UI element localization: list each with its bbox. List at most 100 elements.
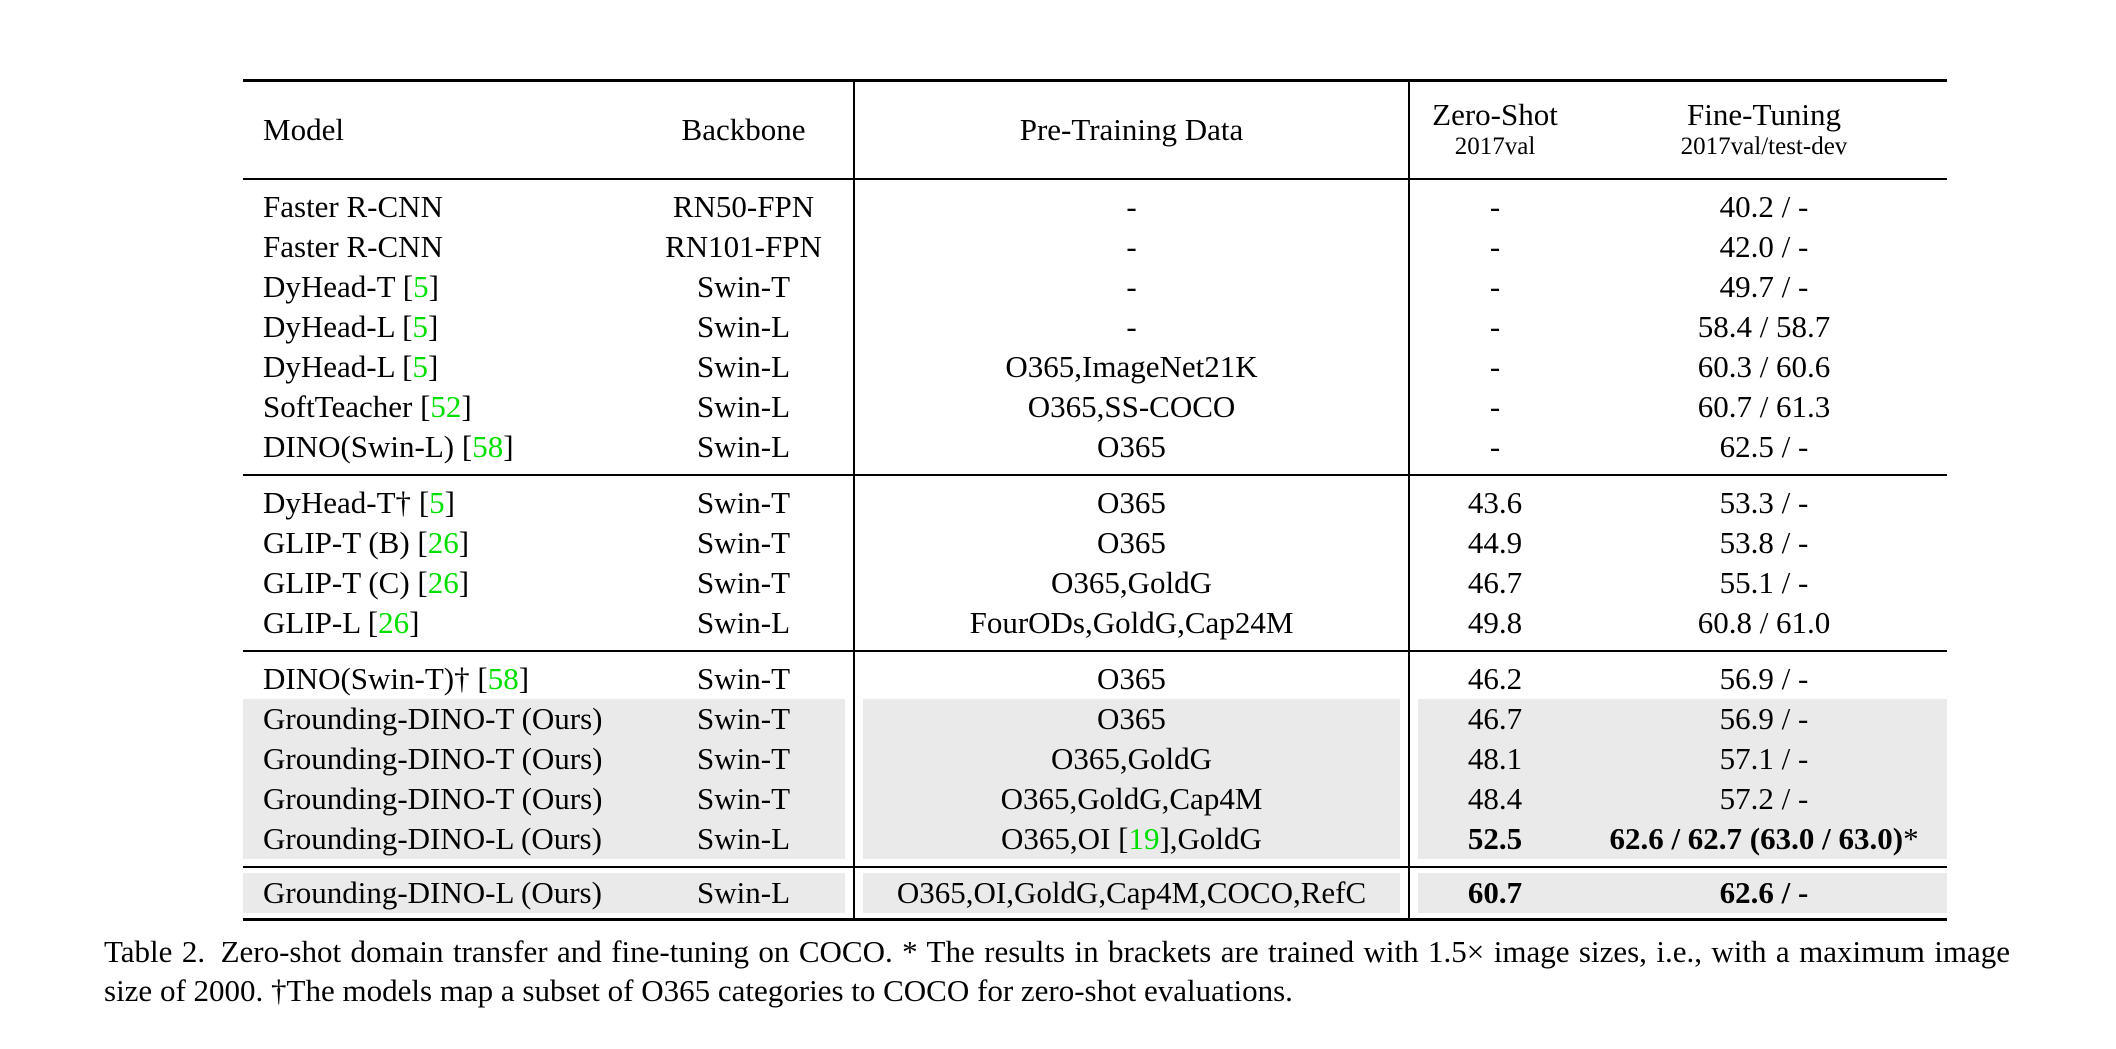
header-finetune-sub: 2017val/test-dev: [1680, 133, 1848, 160]
backbone-cell: Swin-L: [697, 429, 790, 464]
finetune-cell: 56.9 / -: [1581, 699, 1947, 739]
citation-ref: 5: [412, 309, 428, 344]
pretrain-cell: O365,ImageNet21K: [1005, 349, 1258, 384]
backbone-cell: Swin-L: [697, 309, 790, 344]
finetune-value: 42.0 / -: [1719, 229, 1809, 264]
table-row: Grounding-DINO-T (Ours) Swin-T O365,GoldG,…: [243, 779, 1947, 819]
backbone-cell: Swin-T: [633, 739, 854, 779]
header-zeroshot: Zero-Shot 2017val: [1409, 82, 1581, 178]
zeroshot-cell: -: [1489, 349, 1501, 384]
citation-ref: 19: [1128, 821, 1160, 856]
table-row: DINO(Swin-L) [58] Swin-L O365 - 62.5 / -: [243, 427, 1947, 467]
table-body: Faster R-CNN RN50-FPN - - 40.2 / - Faster R-C…: [243, 180, 1947, 921]
citation-ref: 5: [413, 269, 429, 304]
zeroshot-cell: -: [1489, 429, 1501, 464]
table-row: Grounding-DINO-T (Ours) Swin-T O365 46.7 56.…: [243, 699, 1947, 739]
table-row: Faster R-CNN RN50-FPN - - 40.2 / -: [243, 187, 1947, 227]
zeroshot-cell: 43.6: [1467, 485, 1523, 520]
pretrain-cell: -: [1126, 189, 1137, 224]
model-cell: DyHead-T† [5]: [263, 485, 455, 520]
finetune-cell: 60.3 / 60.6: [1581, 347, 1947, 387]
pretrain-cell: O365: [1097, 429, 1166, 464]
header-zeroshot-title: Zero-Shot: [1432, 97, 1558, 132]
zeroshot-cell: 48.1: [1409, 739, 1581, 779]
model-cell: DINO(Swin-L) [58]: [263, 429, 514, 464]
citation-ref: 52: [430, 389, 462, 424]
backbone-cell: RN50-FPN: [672, 189, 815, 224]
zeroshot-cell: 60.7: [1409, 873, 1581, 913]
zeroshot-cell: -: [1489, 389, 1501, 424]
table-row: DINO(Swin-T)† [58] Swin-T O365 46.2 56.9 / -: [243, 659, 1947, 699]
table-row: DyHead-L [5] Swin-L - - 58.4 / 58.7: [243, 307, 1947, 347]
table-row: GLIP-L [26] Swin-L FourODs,GoldG,Cap24M 49.…: [243, 603, 1947, 643]
citation-ref: 58: [487, 661, 519, 696]
zeroshot-cell: -: [1489, 189, 1501, 224]
finetune-value: 49.7 / -: [1719, 269, 1809, 304]
finetune-value: 60.8 / 61.0: [1697, 605, 1831, 640]
finetune-value: 53.8 / -: [1719, 525, 1809, 560]
backbone-cell: Swin-T: [697, 661, 790, 696]
finetune-cell: 56.9 / -: [1581, 659, 1947, 699]
pretrain-cell: O365,SS-COCO: [1027, 389, 1236, 424]
finetune-cell: 62.6 / 62.7 (63.0 / 63.0) *: [1581, 819, 1947, 859]
citation-ref: 5: [412, 349, 428, 384]
finetune-cell: 58.4 / 58.7: [1581, 307, 1947, 347]
citation-ref: 58: [472, 429, 504, 464]
table-section-2: DyHead-T† [5] Swin-T O365 43.6 53.3 / - GLIP-…: [243, 476, 1947, 652]
finetune-cell: 49.7 / -: [1581, 267, 1947, 307]
backbone-cell: Swin-L: [697, 605, 790, 640]
table-row: Grounding-DINO-L (Ours) Swin-L O365,OI [19…: [243, 819, 1947, 859]
table-row: Faster R-CNN RN101-FPN - - 42.0 / -: [243, 227, 1947, 267]
zeroshot-cell: -: [1489, 309, 1501, 344]
pretrain-cell: O365: [1097, 525, 1166, 560]
model-cell: Grounding-DINO-L (Ours): [243, 873, 633, 913]
backbone-cell: Swin-L: [697, 389, 790, 424]
finetune-value: 62.6 / 62.7 (63.0 / 63.0): [1609, 821, 1904, 856]
table-section-4: Grounding-DINO-L (Ours) Swin-L O365,OI,Gol…: [243, 868, 1947, 921]
model-cell: Grounding-DINO-T (Ours): [243, 779, 633, 819]
zeroshot-cell: 48.4: [1409, 779, 1581, 819]
header-pretrain-label: Pre-Training Data: [1019, 112, 1244, 147]
zeroshot-cell: 46.2: [1467, 661, 1523, 696]
finetune-cell: 53.8 / -: [1581, 523, 1947, 563]
table-row: GLIP-T (B) [26] Swin-T O365 44.9 53.8 / -: [243, 523, 1947, 563]
backbone-cell: Swin-L: [697, 349, 790, 384]
finetune-value: 62.5 / -: [1719, 429, 1809, 464]
model-cell: GLIP-L [26]: [263, 605, 420, 640]
finetune-value: 60.7 / 61.3: [1697, 389, 1831, 424]
backbone-cell: Swin-T: [633, 779, 854, 819]
pretrain-cell: O365: [1097, 485, 1166, 520]
finetune-value: 57.1 / -: [1719, 741, 1809, 776]
zeroshot-cell: 52.5: [1409, 819, 1581, 859]
header-pretrain: Pre-Training Data: [854, 82, 1409, 178]
table-row: SoftTeacher [52] Swin-L O365,SS-COCO - 60.7 …: [243, 387, 1947, 427]
backbone-cell: Swin-T: [633, 699, 854, 739]
finetune-cell: 40.2 / -: [1581, 187, 1947, 227]
column-divider-pretrain-zeroshot: [1408, 79, 1410, 921]
results-table: Model Backbone Pre-Training Data Zero-Sh…: [243, 79, 1947, 921]
table-row: Grounding-DINO-L (Ours) Swin-L O365,OI,Gol…: [243, 873, 1947, 913]
model-cell: Grounding-DINO-L (Ours): [243, 819, 633, 859]
pretrain-cell: O365,OI,GoldG,Cap4M,COCO,RefC: [854, 873, 1409, 913]
finetune-value: 57.2 / -: [1719, 781, 1809, 816]
finetune-value: 62.6 / -: [1719, 875, 1809, 910]
finetune-cell: 57.1 / -: [1581, 739, 1947, 779]
finetune-value: 56.9 / -: [1719, 701, 1809, 736]
model-cell: Grounding-DINO-T (Ours): [243, 699, 633, 739]
model-cell: Faster R-CNN: [263, 229, 443, 264]
finetune-value: 53.3 / -: [1719, 485, 1809, 520]
finetune-value: 40.2 / -: [1719, 189, 1809, 224]
finetune-cell: 60.7 / 61.3: [1581, 387, 1947, 427]
pretrain-cell: FourODs,GoldG,Cap24M: [969, 605, 1294, 640]
table-section-3: DINO(Swin-T)† [58] Swin-T O365 46.2 56.9 / -…: [243, 652, 1947, 868]
citation-ref: 26: [378, 605, 410, 640]
pretrain-cell: O365,GoldG: [1050, 565, 1213, 600]
model-cell: GLIP-T (B) [26]: [263, 525, 470, 560]
pretrain-cell: O365,GoldG: [854, 739, 1409, 779]
finetune-cell: 57.2 / -: [1581, 779, 1947, 819]
backbone-cell: Swin-T: [697, 565, 790, 600]
table-row: DyHead-L [5] Swin-L O365,ImageNet21K - 60.3 …: [243, 347, 1947, 387]
pretrain-cell: O365,OI [19],GoldG: [854, 819, 1409, 859]
model-cell: DyHead-L [5]: [263, 349, 439, 384]
backbone-cell: Swin-L: [633, 819, 854, 859]
